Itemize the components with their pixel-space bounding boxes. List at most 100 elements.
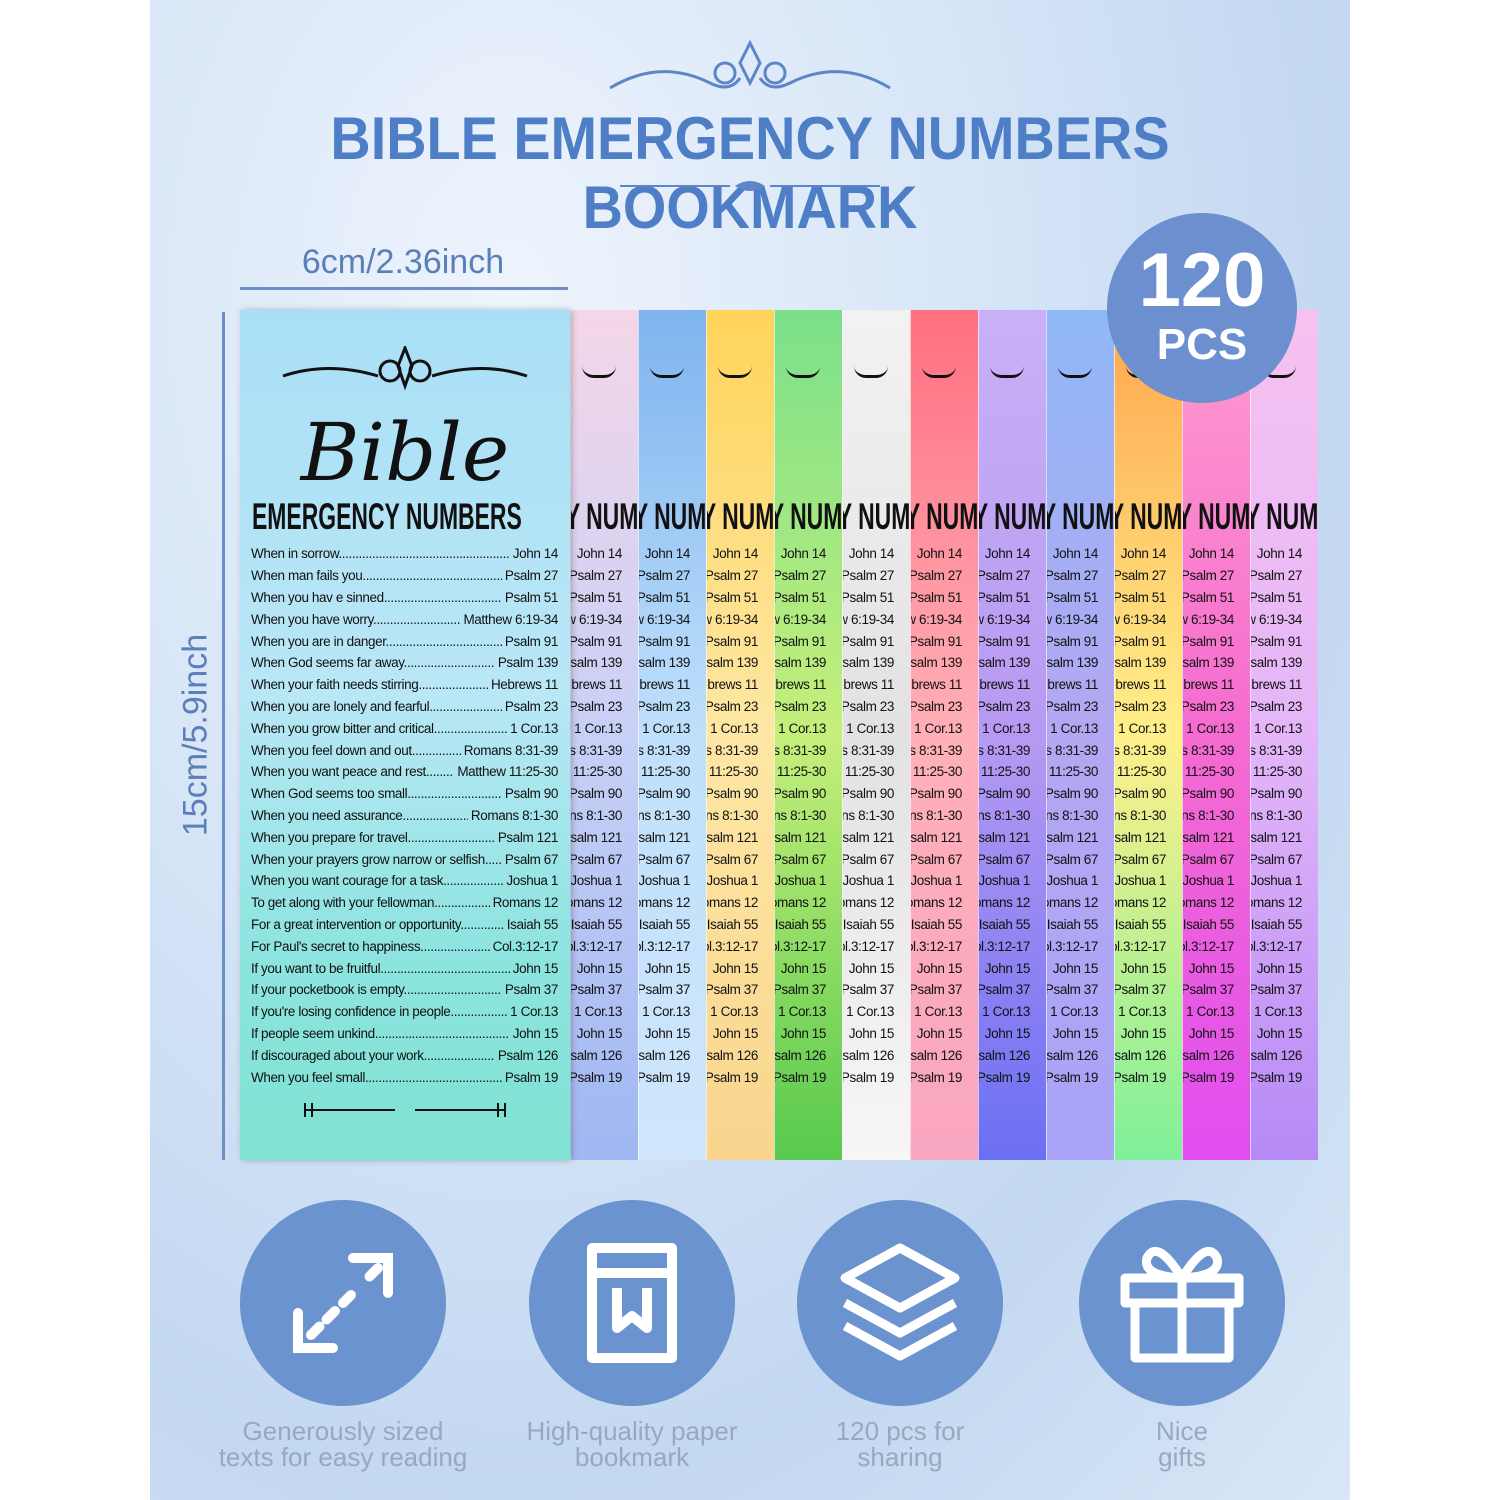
verse-row: When you grow bitter and critical1 Cor.1… [775,717,826,739]
verse-row: When you want peace and restMatthew 11:2… [707,761,758,783]
verse-reference: John 15 [512,1025,559,1041]
verse-row: If you want to be fruitfulJohn 15 [1115,957,1167,979]
verse-reference: Psalm 126 [1046,1047,1098,1063]
verse-reference: Psalm 37 [1250,982,1302,998]
verse-row: When in sorrowJohn 14 [1183,543,1235,565]
verse-reference: Romans 12 [492,895,559,911]
verse-reference: Col.3:12-17 [1115,938,1166,954]
verse-reference: 1 Cor.13 [1186,720,1234,736]
verse-reference: Psalm 27 [1182,568,1234,584]
verse-row: If people seem unkindJohn 15 [707,1023,759,1045]
verse-row: When in sorrowJohn 14 [1115,543,1167,565]
verse-reference: Romans 8:1-30 [1046,807,1098,823]
situation-label: When in sorrow [251,546,510,561]
verse-row: When you want courage for a taskJoshua 1 [843,870,894,892]
verse-row: When you have worryMatthew 6:19-34 [1047,608,1098,630]
verse-row: If your pocketbook is emptyPsalm 37 [707,979,758,1001]
verse-reference: 1 Cor.13 [914,1004,962,1020]
verse-row: When man fails youPsalm 27 [979,565,1030,587]
verse-row: For Paul's secret to happinessCol.3:12-1… [1183,935,1234,957]
verse-reference: Psalm 126 [706,1047,758,1063]
verse-reference: Psalm 126 [774,1047,826,1063]
verse-row: If your pocketbook is emptyPsalm 37 [911,979,962,1001]
verse-reference: Romans 12 [571,895,622,911]
flourish-ornament [786,366,820,378]
verse-row: For Paul's secret to happinessCol.3:12-1… [1047,935,1098,957]
verse-reference: Hebrews 11 [1047,677,1098,693]
verse-row: If your pocketbook is emptyPsalm 37 [979,979,1030,1001]
verse-row: When in sorrowJohn 14 [1251,543,1303,565]
verse-row: When you want peace and restMatthew 11:2… [571,761,622,783]
verse-reference: Isaiah 55 [910,916,962,932]
bookmark-book-icon [587,1243,677,1363]
front-bookmark: Bible EMERGENCY NUMBERS When in sorrowJo… [240,310,570,1160]
verse-reference: Psalm 27 [910,568,962,584]
verse-reference: Psalm 37 [504,982,558,998]
verse-row: When man fails youPsalm 27 [843,565,894,587]
verse-reference: John 15 [1188,1025,1235,1041]
verse-reference: Isaiah 55 [506,916,559,932]
verse-reference: John 14 [1052,546,1099,562]
verse-row: If your pocketbook is emptyPsalm 37 [1047,979,1098,1001]
situation-label: When you want courage for a task [251,873,503,888]
verse-row: When you need assuranceRomans 8:1-30 [1251,805,1302,827]
verse-reference: Psalm 19 [978,1069,1030,1085]
verse-reference: Psalm 19 [774,1069,826,1085]
bible-script-title: Bible [300,406,510,499]
verse-row: When in sorrowJohn 14 [707,543,759,565]
verse-row: When God seems too smallPsalm 90 [1115,783,1166,805]
verse-row: When you are in dangerPsalm 91 [1251,630,1302,652]
verse-row: When you grow bitter and critical1 Cor.1… [1183,717,1234,739]
verse-reference: Romans 12 [707,895,758,911]
verse-reference: Col.3:12-17 [911,938,962,954]
verse-row: If you're losing confidence in people1 C… [1183,1001,1234,1023]
verse-row: If you want to be fruitfulJohn 15 [843,957,895,979]
verse-reference: Romans 8:1-30 [470,807,559,823]
verse-reference: Romans 12 [1115,895,1166,911]
verse-row: If people seem unkindJohn 15 [843,1023,895,1045]
verse-reference: Romans 8:31-39 [1115,742,1166,758]
verse-row: When you want peace and restMatthew 11:2… [979,761,1030,783]
verse-reference: Psalm 90 [978,786,1030,802]
verse-row: When man fails youPsalm 27 [910,565,962,587]
situation-label: When you feel down and out [251,743,461,758]
verse-reference: Romans 12 [979,895,1030,911]
verse-row: If you're losing confidence in people1 C… [1251,1001,1302,1023]
verse-row: If you're losing confidence in people1 C… [911,1001,962,1023]
verse-reference: John 15 [848,1025,895,1041]
verse-reference: 1 Cor.13 [982,1004,1030,1020]
verse-row: If people seem unkindJohn 15 [1183,1023,1235,1045]
verse-row: If discouraged about your workPsalm 126 [1115,1044,1166,1066]
verse-reference: Psalm 121 [1250,829,1302,845]
verse-row: When you feel down and outRomans 8:31-39 [843,739,894,761]
verse-row: If discouraged about your workPsalm 126 [911,1044,962,1066]
verse-row: When you want courage for a taskJoshua 1 [639,870,690,892]
verse-row: When you need assuranceRomans 8:1-30 [1046,805,1098,827]
verse-reference: John 14 [848,546,895,562]
verse-reference: Matthew 11:25-30 [979,764,1030,780]
verse-reference: Joshua 1 [774,873,826,889]
verse-reference: Psalm 121 [638,829,690,845]
verse-row: When you are lonely and fearfulPsalm 23 [843,696,894,718]
verse-reference: 1 Cor.13 [642,720,690,736]
verse-row: When you are lonely and fearfulPsalm 23 [571,696,622,718]
verse-row: When you prepare for travelPsalm 121 [775,826,826,848]
bookmark-heading: EMERGENCY NUMBERS [911,496,978,537]
verse-reference: Isaiah 55 [774,916,826,932]
verse-reference: Psalm 19 [910,1069,962,1085]
verse-reference: 1 Cor.13 [710,720,758,736]
verse-row: When you grow bitter and critical1 Cor.1… [639,717,690,739]
verse-reference: Hebrews 11 [911,677,962,693]
verse-reference: 1 Cor.13 [510,1004,558,1020]
verse-reference: Romans 8:1-30 [774,807,826,823]
verse-row: When you hav e sinnedPsalm 51 [707,587,758,609]
verse-row: When God seems too smallPsalm 90 [978,783,1030,805]
verse-reference: Psalm 139 [570,655,622,671]
verse-row: When God seems too smallPsalm 90 [775,783,826,805]
verse-row: To get along with your fellowmanRomans 1… [1115,892,1166,914]
verse-reference: Psalm 91 [1114,633,1166,649]
situation-label: If discouraged about your work [251,1048,495,1063]
